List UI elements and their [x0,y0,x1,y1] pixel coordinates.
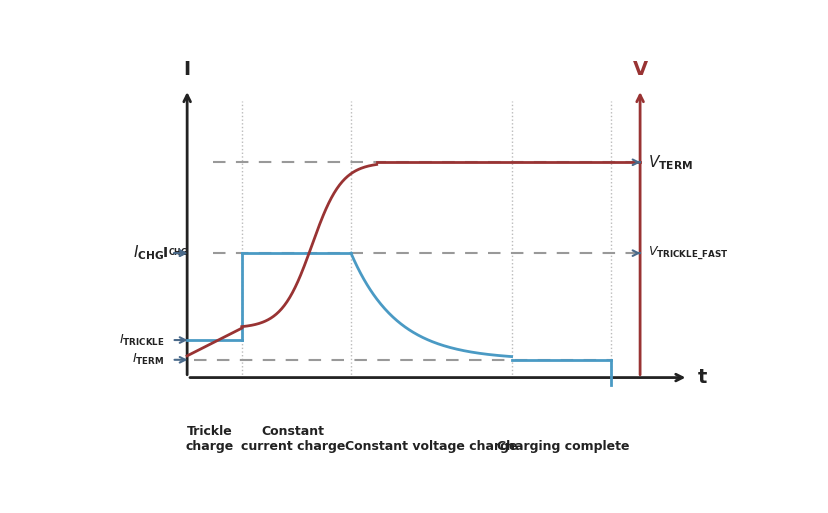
Text: $\mathit{I}_{\mathregular{TERM}}$: $\mathit{I}_{\mathregular{TERM}}$ [132,352,165,367]
Text: $\mathit{V}_{\mathregular{TERM}}$: $\mathit{V}_{\mathregular{TERM}}$ [647,153,692,172]
Text: V: V [632,61,647,80]
Text: $\mathit{V}_{\mathregular{TRICKLE\_FAST}}$: $\mathit{V}_{\mathregular{TRICKLE\_FAST}… [647,245,728,262]
Text: $\mathit{I}_{\mathregular{TRICKLE}}$: $\mathit{I}_{\mathregular{TRICKLE}}$ [119,332,165,348]
Text: $\mathit{I}_{\mathregular{CHG}}$: $\mathit{I}_{\mathregular{CHG}}$ [133,244,165,263]
Text: Trickle
charge: Trickle charge [185,425,233,452]
Text: Constant
current charge: Constant current charge [241,425,345,452]
Text: $\mathbf{I}$: $\mathbf{I}$ [161,246,167,260]
Text: Charging complete: Charging complete [496,440,628,452]
Text: Constant voltage charge: Constant voltage charge [344,440,517,452]
Text: $_{\mathbf{CHG}}$: $_{\mathbf{CHG}}$ [167,247,188,260]
Text: t: t [697,368,706,387]
Text: I: I [183,61,190,80]
